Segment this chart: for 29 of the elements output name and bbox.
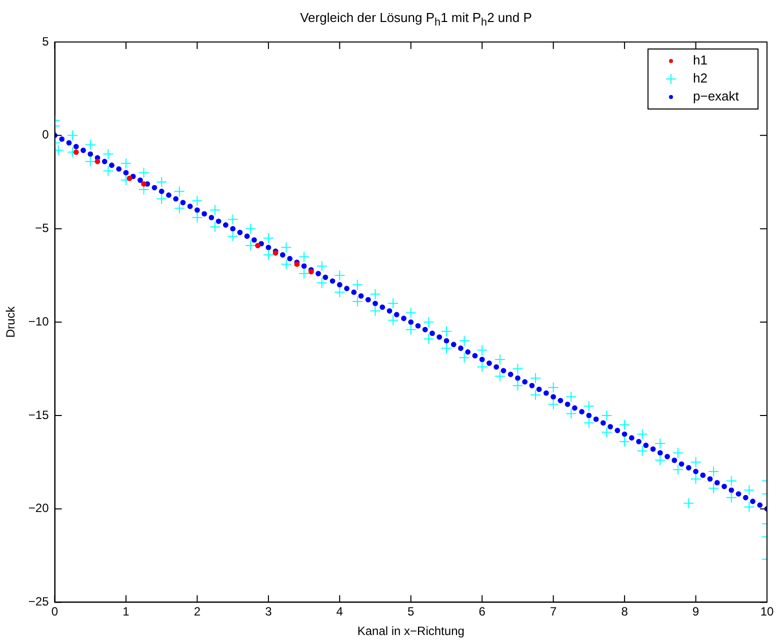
y-tick-label: −5 — [35, 221, 50, 236]
x-tick-label: 2 — [194, 604, 201, 619]
chart-title: Vergleich der Lösung P$_{h}$1 mit P$_{h}$2 und P — [299, 10, 533, 29]
point — [141, 181, 146, 187]
x-tick-label: 8 — [621, 604, 628, 619]
y-tick-label: −25 — [28, 594, 50, 609]
x-tick-label: 7 — [550, 604, 557, 619]
point — [255, 242, 260, 248]
x-tick-label: 10 — [760, 604, 774, 619]
x-tick-label: 6 — [478, 604, 486, 619]
legend-label: h1 — [693, 52, 708, 68]
point — [126, 176, 132, 182]
point — [73, 149, 79, 155]
y-tick-label: −15 — [28, 408, 50, 422]
x-tick-label: 0 — [51, 604, 58, 619]
x-tick-label: 4 — [336, 604, 344, 619]
legend-label: h2 — [693, 70, 708, 86]
x-tick-label: 9 — [692, 604, 700, 619]
y-tick-label: 0 — [42, 128, 50, 142]
y-tick-label: −20 — [28, 501, 50, 516]
x-tick-label: 3 — [265, 604, 272, 619]
y-tick-label: −10 — [28, 314, 50, 328]
x-tick-label: 1 — [122, 604, 130, 619]
y-axis-title: Druck — [4, 305, 18, 338]
x-axis-title: Kanal in x−Richtung — [357, 624, 464, 638]
x-tick-label: 5 — [408, 604, 415, 619]
point — [94, 158, 100, 164]
y-tick-label: 5 — [42, 34, 50, 48]
legend-label: p−exakt — [693, 88, 740, 104]
